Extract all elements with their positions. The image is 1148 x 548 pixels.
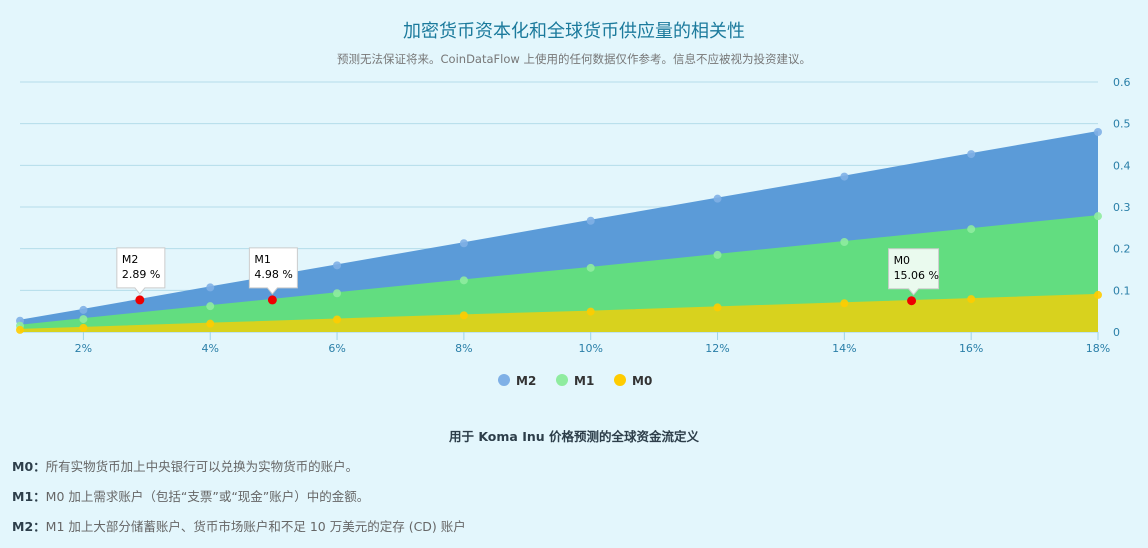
data-point-m1 <box>206 302 215 311</box>
tooltip-m1: M1 4.98 % <box>248 247 298 295</box>
x-tick-label: 8% <box>455 342 472 355</box>
data-point-m1 <box>333 289 342 298</box>
y-tick-label: 0.1 <box>1113 284 1131 297</box>
line-m2 <box>19 131 1099 322</box>
tooltip-value: 4.98 % <box>254 268 292 281</box>
data-point-m2 <box>459 239 468 248</box>
data-point-m2 <box>333 261 342 270</box>
y-tick-label: 0 <box>1113 326 1120 339</box>
definitions-title: 用于 Koma Inu 价格预测的全球资金流定义 <box>448 429 700 444</box>
data-point-m1 <box>967 225 976 234</box>
highlight-point <box>267 295 277 305</box>
data-point-m0 <box>459 311 468 320</box>
x-tick-label: 2% <box>75 342 92 355</box>
x-tick-label: 16% <box>959 342 983 355</box>
chart-title: 加密货币资本化和全球货币供应量的相关性 <box>403 21 745 42</box>
tooltip-label: M1 <box>254 253 271 266</box>
legend-marker <box>498 374 510 386</box>
data-point-m0 <box>1094 290 1102 299</box>
legend-label: M1 <box>574 374 594 388</box>
x-tick-label: 14% <box>832 342 856 355</box>
data-point-m2 <box>79 305 88 314</box>
data-point-m0 <box>586 307 595 316</box>
data-point-m1 <box>79 315 88 324</box>
highlight-point <box>907 296 917 306</box>
data-point-m2 <box>967 150 976 159</box>
legend-label: M2 <box>516 374 536 388</box>
tooltip-m0: M0 15.06 % <box>888 248 940 296</box>
tooltip-value: 2.89 % <box>122 268 160 281</box>
tooltip-label: M2 <box>122 253 139 266</box>
tooltip-m2: M2 2.89 % <box>116 247 166 295</box>
data-point-m1 <box>840 238 849 246</box>
legend-marker <box>614 374 626 386</box>
chart-subtitle: 预测无法保证将来。CoinDataFlow 上使用的任何数据仅作参考。信息不应被… <box>337 52 811 66</box>
tooltip-box <box>116 247 166 295</box>
data-point-m1 <box>1094 212 1102 221</box>
data-point-m0 <box>206 319 215 328</box>
legend-item-m2[interactable]: M2 <box>498 374 536 388</box>
data-point-m2 <box>713 194 722 203</box>
data-point-m0 <box>16 325 24 334</box>
x-tick-label: 18% <box>1086 342 1110 355</box>
legend-item-m1[interactable]: M1 <box>556 374 594 388</box>
y-tick-label: 0.6 <box>1113 76 1131 89</box>
x-tick-label: 6% <box>328 342 345 355</box>
tooltip-value: 15.06 % <box>894 269 939 282</box>
data-point-m1 <box>459 276 468 285</box>
data-point-m0 <box>713 303 722 312</box>
tooltip-box <box>248 247 298 295</box>
data-point-m2 <box>840 172 849 181</box>
definition-m2: M2：M1 加上大部分储蓄账户、货币市场账户和不足 10 万美元的定存 (CD)… <box>12 519 466 534</box>
x-tick-label: 10% <box>578 342 602 355</box>
x-tick-label: 4% <box>202 342 219 355</box>
y-tick-label: 0.3 <box>1113 201 1131 214</box>
line-m1 <box>19 215 1099 327</box>
tooltip-label: M0 <box>894 254 911 267</box>
legend-item-m0[interactable]: M0 <box>614 374 652 388</box>
data-point-m2 <box>206 283 215 292</box>
area-chart: 0 0.1 0.2 0.3 0.4 0.5 0.6 2% 4% 6% 8% 10% 12% 14% 16% 1… <box>16 76 1131 388</box>
data-point-m0 <box>333 315 342 324</box>
y-tick-label: 0.4 <box>1113 159 1131 172</box>
legend-label: M0 <box>632 374 652 388</box>
y-tick-label: 0.2 <box>1113 243 1131 256</box>
data-point-m1 <box>586 263 595 272</box>
x-tick-label: 12% <box>705 342 729 355</box>
legend-marker <box>556 374 568 386</box>
data-point-m2 <box>1094 128 1102 136</box>
data-point-m0 <box>79 323 88 332</box>
definition-m1: M1：M0 加上需求账户（包括“支票”或“现金”账户）中的金额。 <box>12 489 370 504</box>
tooltip-box <box>888 248 940 296</box>
data-point-m1 <box>713 250 722 259</box>
y-tick-label: 0.5 <box>1113 118 1131 131</box>
definition-m0: M0：所有实物货币加上中央银行可以兑换为实物货币的账户。 <box>12 459 359 474</box>
data-point-m2 <box>586 216 595 225</box>
data-point-m0 <box>967 295 976 304</box>
highlight-point <box>135 295 145 305</box>
data-point-m0 <box>840 299 849 308</box>
